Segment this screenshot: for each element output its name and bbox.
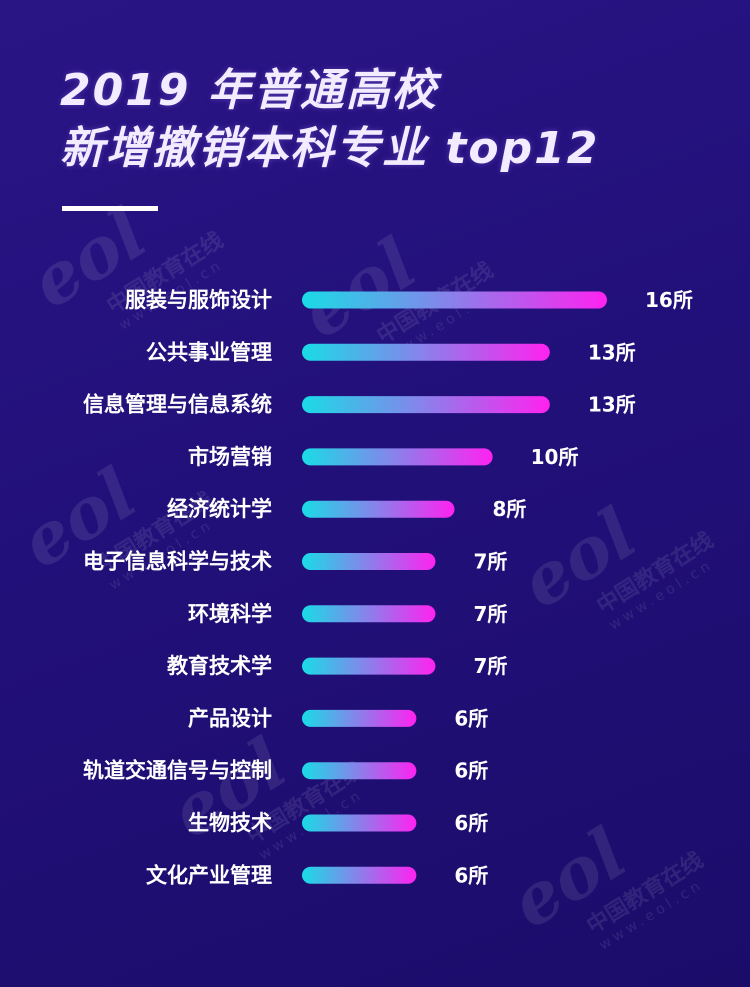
value-label: 10所 — [531, 445, 579, 469]
value-label: 13所 — [588, 393, 636, 417]
value-label: 7所 — [473, 550, 507, 574]
title-underline — [62, 206, 158, 211]
bar — [302, 762, 417, 780]
bar — [302, 291, 607, 309]
value-label: 8所 — [493, 497, 527, 521]
bar — [302, 343, 550, 361]
title-line-2: 新增撤销本科专业 top12 — [60, 123, 600, 174]
bar — [302, 396, 550, 414]
value-label: 6所 — [454, 863, 488, 887]
value-label: 13所 — [588, 340, 636, 364]
category-label: 服装与服饰设计 — [125, 288, 272, 312]
category-label: 生物技术 — [188, 811, 272, 835]
value-label: 7所 — [473, 654, 507, 678]
bar — [302, 448, 493, 466]
title-line-1: 2019 年普通高校 — [60, 65, 438, 116]
bar — [302, 553, 436, 570]
chart-title: 2019 年普通高校 新增撤销本科专业 top12 — [60, 62, 720, 178]
value-label: 7所 — [473, 602, 507, 626]
category-label: 公共事业管理 — [146, 340, 272, 364]
category-label: 信息管理与信息系统 — [83, 393, 272, 417]
bar — [302, 605, 436, 623]
category-label: 经济统计学 — [167, 497, 272, 521]
category-label: 市场营销 — [188, 445, 272, 469]
bar — [302, 866, 417, 884]
value-label: 6所 — [454, 706, 488, 730]
bar — [302, 500, 455, 518]
category-label: 产品设计 — [188, 706, 272, 730]
value-label: 6所 — [454, 811, 488, 835]
bar — [302, 814, 417, 832]
value-label: 6所 — [454, 759, 488, 783]
category-label: 电子信息科学与技术 — [83, 550, 272, 574]
bar — [302, 657, 436, 675]
bar — [302, 709, 417, 727]
category-label: 教育技术学 — [167, 654, 272, 678]
category-label: 文化产业管理 — [146, 863, 272, 887]
category-label: 环境科学 — [188, 602, 272, 626]
value-label: 16所 — [645, 288, 693, 312]
category-label: 轨道交通信号与控制 — [83, 759, 272, 783]
